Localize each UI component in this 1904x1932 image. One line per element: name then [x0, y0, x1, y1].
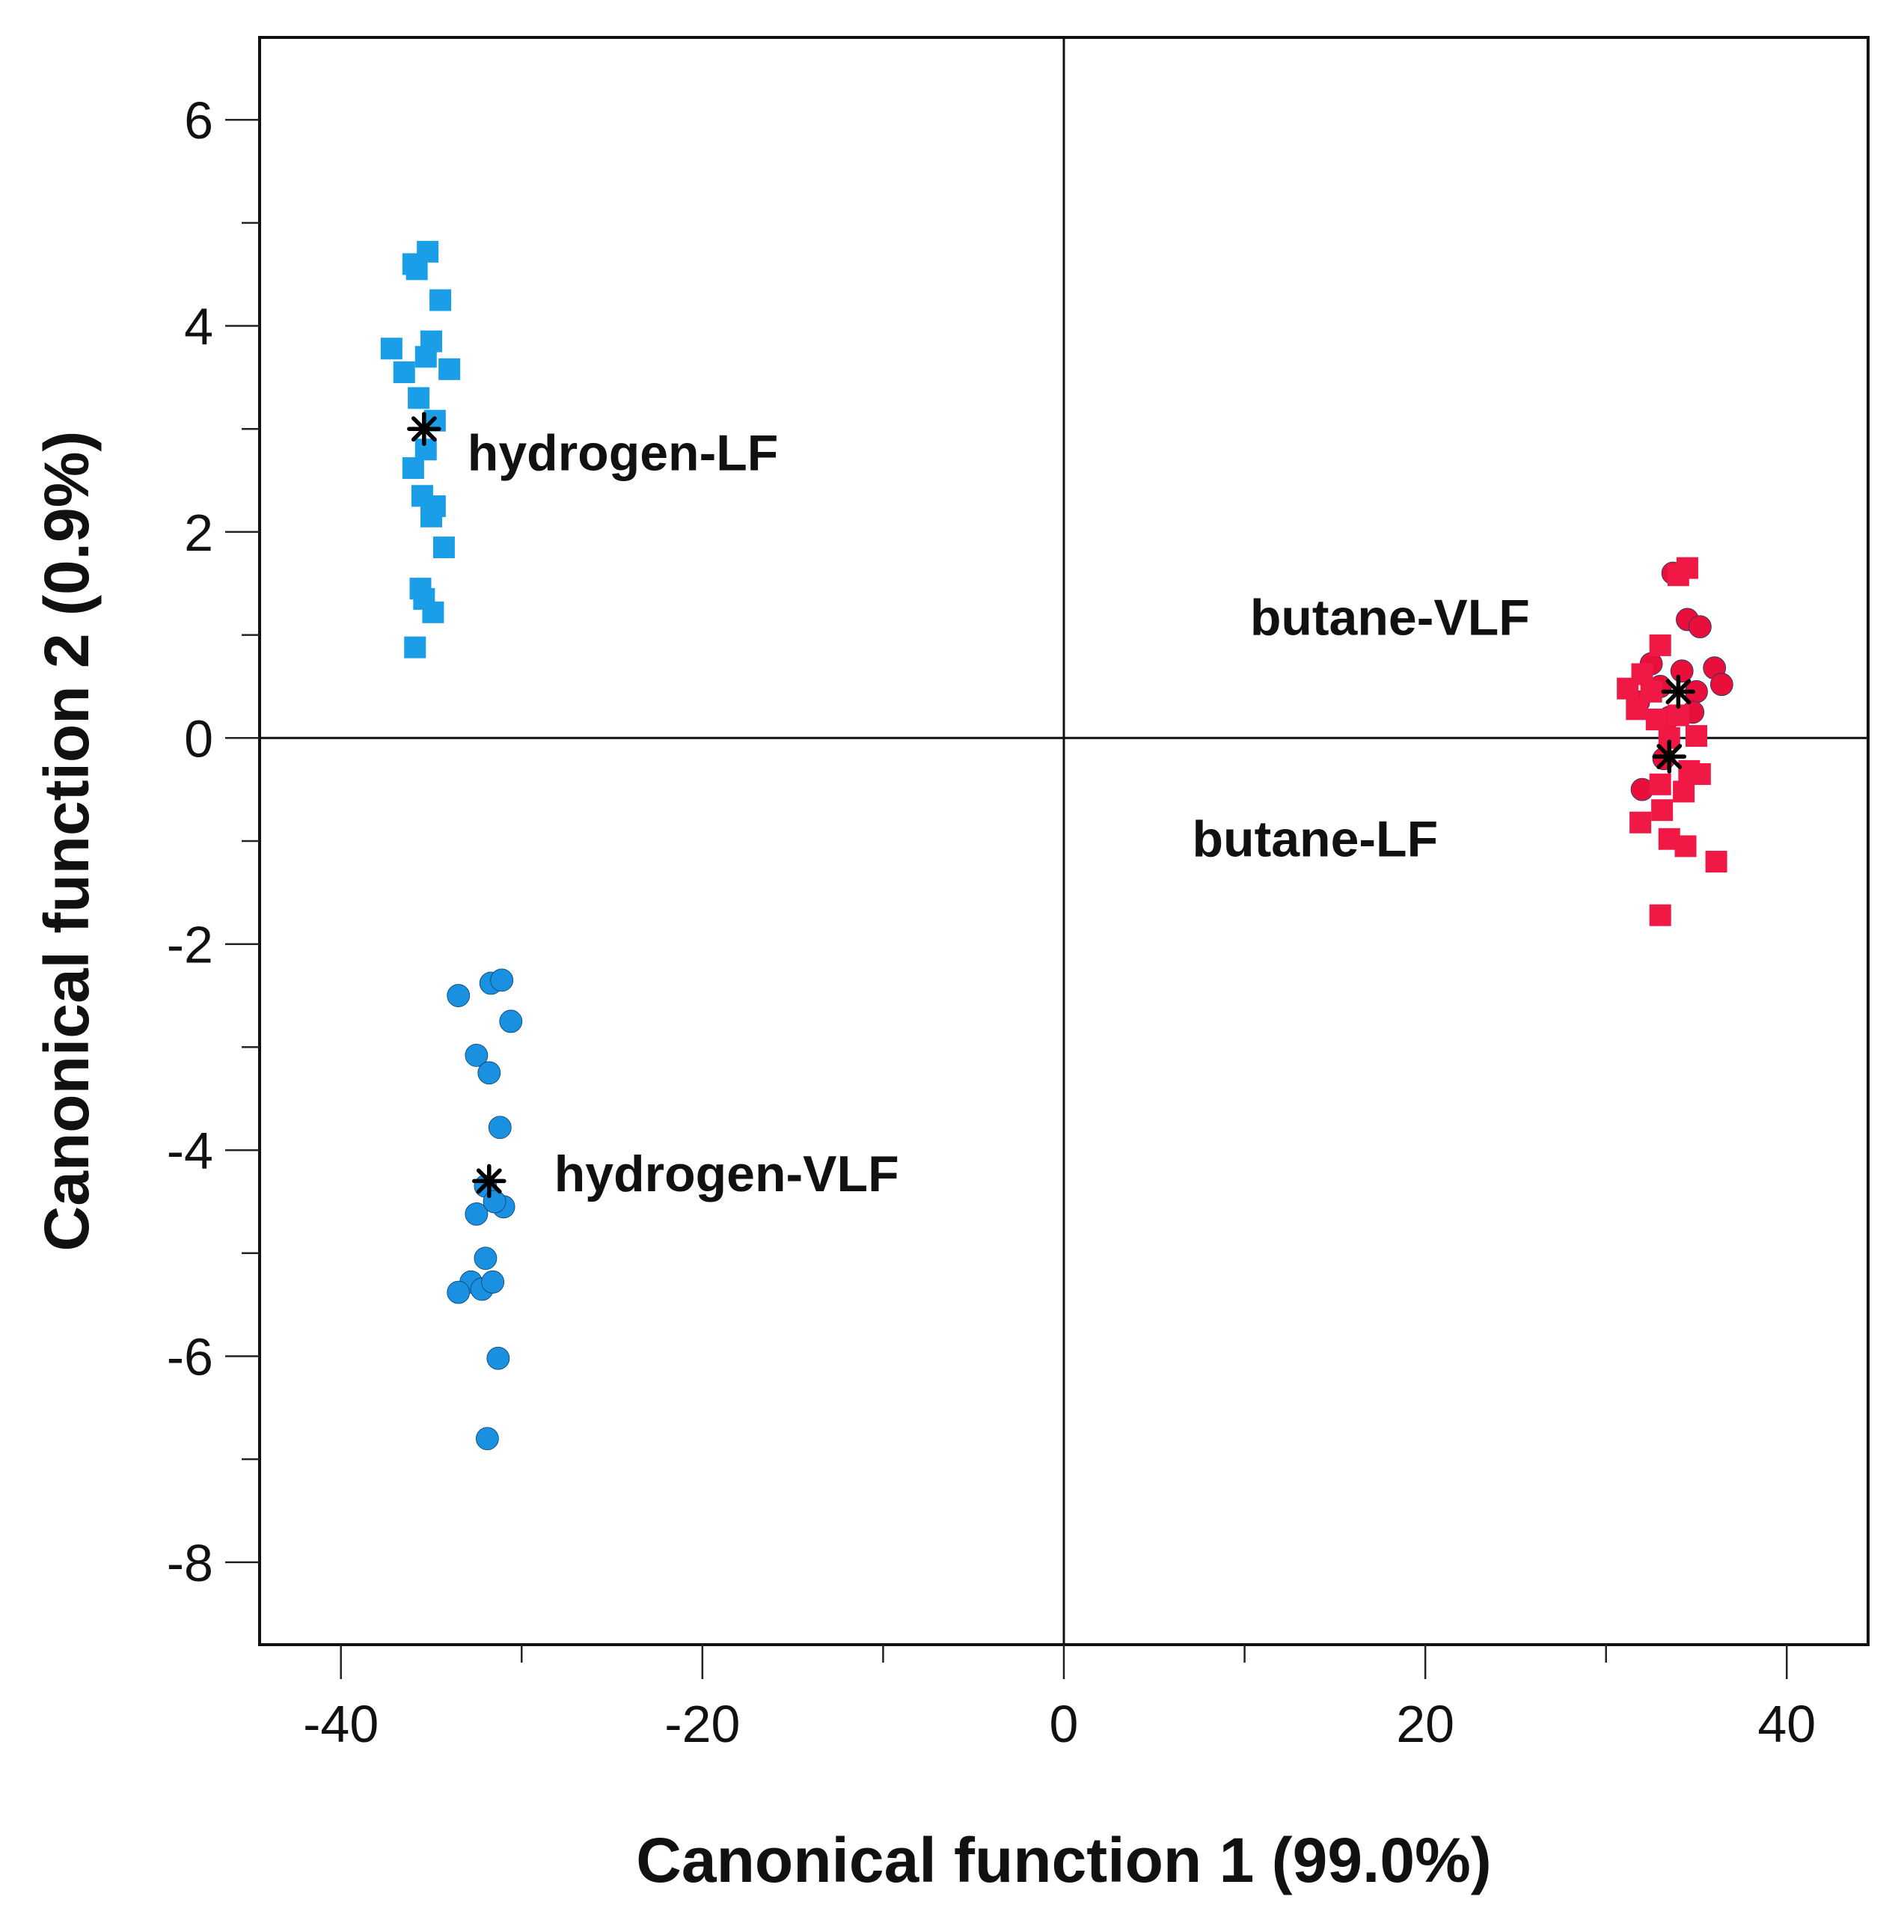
data-point-square	[1649, 773, 1671, 795]
y-tick-label: -6	[167, 1327, 213, 1386]
data-point-square	[1649, 634, 1671, 656]
centroid-stroke	[1656, 744, 1683, 769]
data-point-square	[438, 358, 461, 380]
data-point-square	[1674, 835, 1697, 858]
data-point-circle	[486, 1346, 510, 1370]
data-point-square	[420, 505, 442, 528]
data-point-circle	[1670, 659, 1694, 683]
data-point-circle	[1709, 673, 1733, 697]
data-point-square	[432, 537, 455, 559]
y-tick-label: -8	[167, 1534, 213, 1592]
data-point-square	[429, 289, 452, 311]
centroid-marker-butane-LF	[1652, 739, 1687, 774]
y-tick-label: 4	[184, 298, 213, 356]
data-point-square	[404, 636, 426, 658]
data-point-square	[408, 387, 430, 409]
x-axis-title: Canonical function 1 (99.0%)	[636, 1825, 1492, 1895]
centroid-stroke	[1665, 679, 1692, 705]
data-point-square	[414, 346, 437, 368]
data-point-square	[422, 601, 444, 623]
data-point-square	[1645, 709, 1668, 731]
data-point-square	[1673, 780, 1695, 803]
x-tick-label: 20	[1396, 1695, 1454, 1753]
data-point-square	[1617, 677, 1639, 700]
data-point-circle	[488, 1116, 512, 1140]
data-point-square	[417, 240, 439, 263]
y-tick-label: 6	[184, 91, 213, 150]
data-point-circle	[477, 1061, 501, 1085]
y-tick-label: 0	[184, 709, 213, 768]
centroid-marker-hydrogen-VLF	[472, 1164, 506, 1199]
data-point-circle	[475, 1427, 499, 1451]
data-point-square	[1629, 811, 1652, 834]
data-point-square	[380, 337, 402, 360]
data-point-square	[1705, 851, 1727, 873]
data-point-circle	[447, 1280, 471, 1304]
x-tick-label: -20	[664, 1695, 740, 1753]
data-point-circle	[499, 1009, 523, 1033]
data-point-circle	[474, 1247, 498, 1271]
data-point-square	[1649, 904, 1671, 926]
x-tick-label: -40	[303, 1695, 379, 1753]
group-label: hydrogen-LF	[468, 424, 779, 481]
centroid-marker-butane-VLF	[1661, 674, 1696, 709]
data-point-square	[402, 457, 424, 480]
x-tick-label: 0	[1050, 1695, 1079, 1753]
group-label: butane-LF	[1193, 811, 1439, 868]
data-point-square	[1651, 799, 1674, 822]
data-point-circle	[483, 1190, 506, 1214]
data-point-circle	[481, 1270, 505, 1294]
data-point-circle	[1688, 615, 1712, 638]
series-hydrogen-LF	[380, 240, 461, 658]
group-label: hydrogen-VLF	[554, 1146, 899, 1202]
centroid-stroke	[476, 1168, 502, 1194]
data-point-circle	[490, 968, 514, 992]
data-point-circle	[465, 1202, 489, 1226]
series-hydrogen-VLF	[447, 968, 523, 1451]
data-point-circle	[447, 984, 471, 1007]
centroid-marker-hydrogen-LF	[407, 412, 441, 446]
data-point-circle	[465, 1044, 489, 1067]
centroid-stroke	[411, 416, 437, 442]
y-tick-label: 2	[184, 504, 213, 562]
series-butane-LF	[1617, 557, 1727, 926]
data-point-square	[1686, 725, 1708, 748]
data-point-square	[1667, 564, 1689, 587]
data-point-square	[1626, 698, 1648, 721]
group-label: butane-VLF	[1250, 590, 1530, 646]
y-axis-title: Canonical function 2 (0.9%)	[31, 431, 102, 1252]
y-tick-label: -4	[167, 1122, 213, 1180]
x-tick-label: 40	[1757, 1695, 1816, 1753]
data-point-square	[393, 361, 415, 383]
y-tick-label: -2	[167, 916, 213, 974]
